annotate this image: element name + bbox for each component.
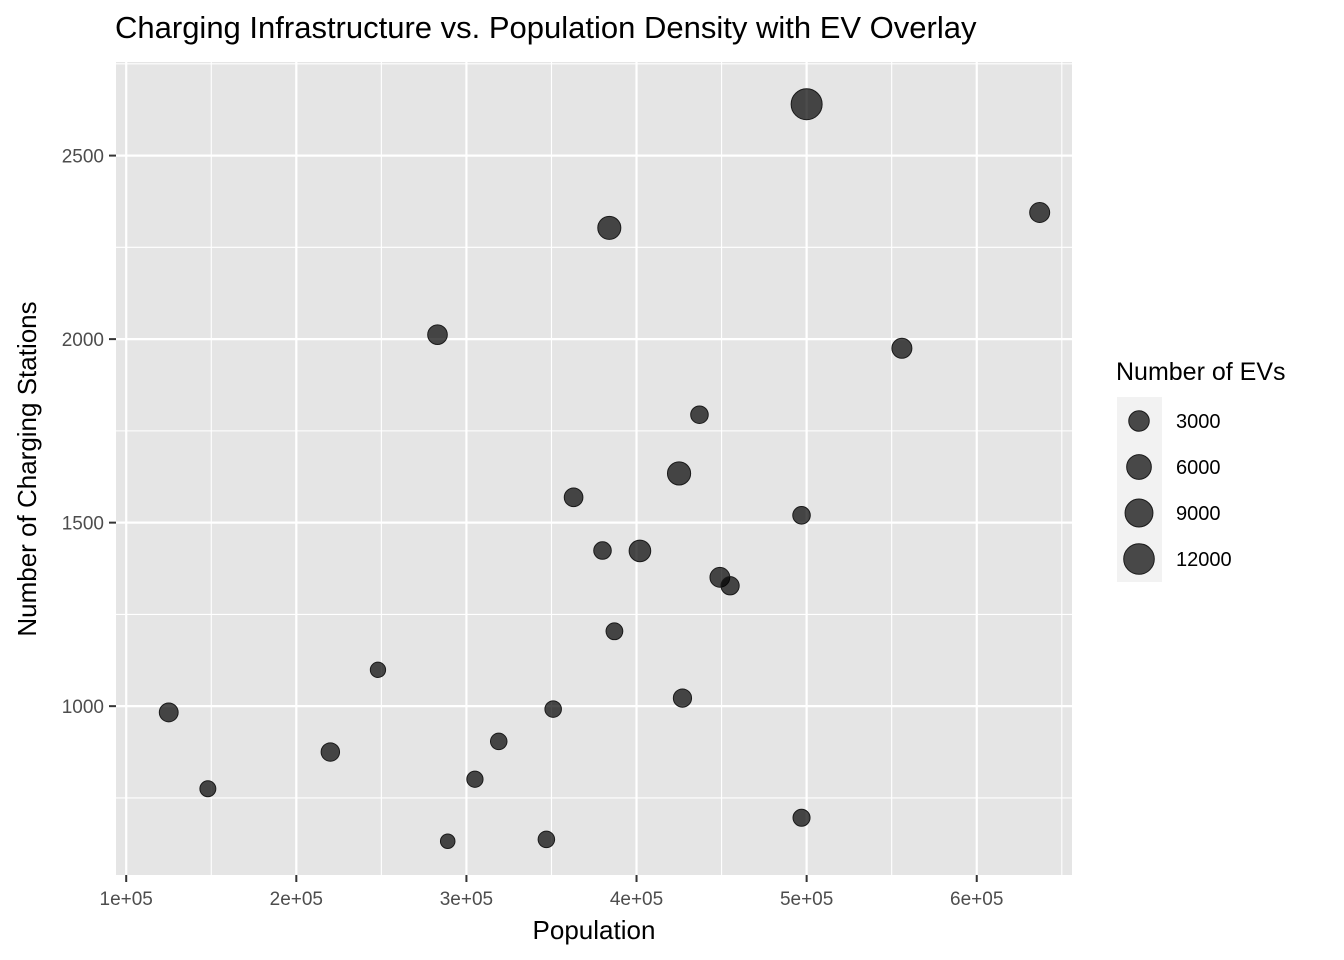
x-tick-label: 6e+05 — [950, 889, 1003, 910]
x-axis-title: Population — [533, 915, 656, 945]
data-point — [427, 324, 448, 346]
x-tick-label: 1e+05 — [100, 889, 153, 910]
data-point — [537, 830, 556, 849]
y-tick-label: 1500 — [62, 514, 104, 535]
grid-major — [116, 62, 1072, 875]
data-point — [489, 732, 508, 751]
x-tick-label: 5e+05 — [780, 889, 833, 910]
legend-key-label: 6000 — [1176, 457, 1221, 479]
x-tick-label: 3e+05 — [440, 889, 493, 910]
legend-key-circle — [1123, 543, 1155, 575]
y-axis: 1000 1500 2000 2500 — [62, 147, 116, 718]
x-tick-label: 2e+05 — [270, 889, 323, 910]
size-legend: Number of EVs 3000 6000 9000 12000 — [1116, 358, 1286, 582]
data-point — [792, 808, 811, 827]
legend-key-circle — [1126, 454, 1152, 480]
data-point — [690, 405, 709, 424]
legend-key-label: 12000 — [1176, 549, 1232, 571]
data-point — [790, 88, 823, 121]
legend-key-label: 3000 — [1176, 411, 1221, 433]
y-tick-label: 2000 — [62, 330, 104, 351]
data-point — [199, 780, 217, 798]
data-point — [891, 337, 913, 359]
legend-title: Number of EVs — [1116, 358, 1286, 386]
data-point — [666, 461, 692, 486]
x-tick-label: 4e+05 — [610, 889, 663, 910]
data-point — [593, 541, 612, 560]
legend-key-label: 9000 — [1176, 503, 1221, 525]
data-point — [158, 702, 179, 723]
plot-panel — [116, 62, 1072, 875]
chart-title: Charging Infrastructure vs. Population D… — [115, 10, 977, 45]
grid-minor — [116, 62, 1072, 875]
data-point — [597, 215, 622, 240]
data-point — [439, 833, 456, 849]
data-point — [720, 576, 740, 596]
legend-key-circle — [1124, 498, 1154, 528]
x-axis: 1e+05 2e+05 3e+05 4e+05 5e+05 6e+05 — [100, 875, 1003, 910]
data-point — [672, 688, 693, 708]
data-points — [158, 88, 1051, 849]
data-point — [792, 506, 811, 525]
data-point — [628, 539, 652, 563]
data-point — [605, 622, 624, 641]
data-point — [1029, 202, 1051, 223]
y-tick-label: 2500 — [62, 147, 104, 168]
legend-keys: 3000 6000 9000 12000 — [1123, 410, 1232, 575]
data-point — [563, 487, 584, 508]
data-point — [369, 661, 387, 678]
y-tick-label: 1000 — [62, 697, 104, 718]
data-point — [320, 742, 341, 762]
legend-key-circle — [1128, 410, 1150, 432]
data-point — [544, 700, 562, 718]
data-point — [466, 770, 484, 788]
y-axis-title: Number of Charging Stations — [12, 301, 42, 636]
